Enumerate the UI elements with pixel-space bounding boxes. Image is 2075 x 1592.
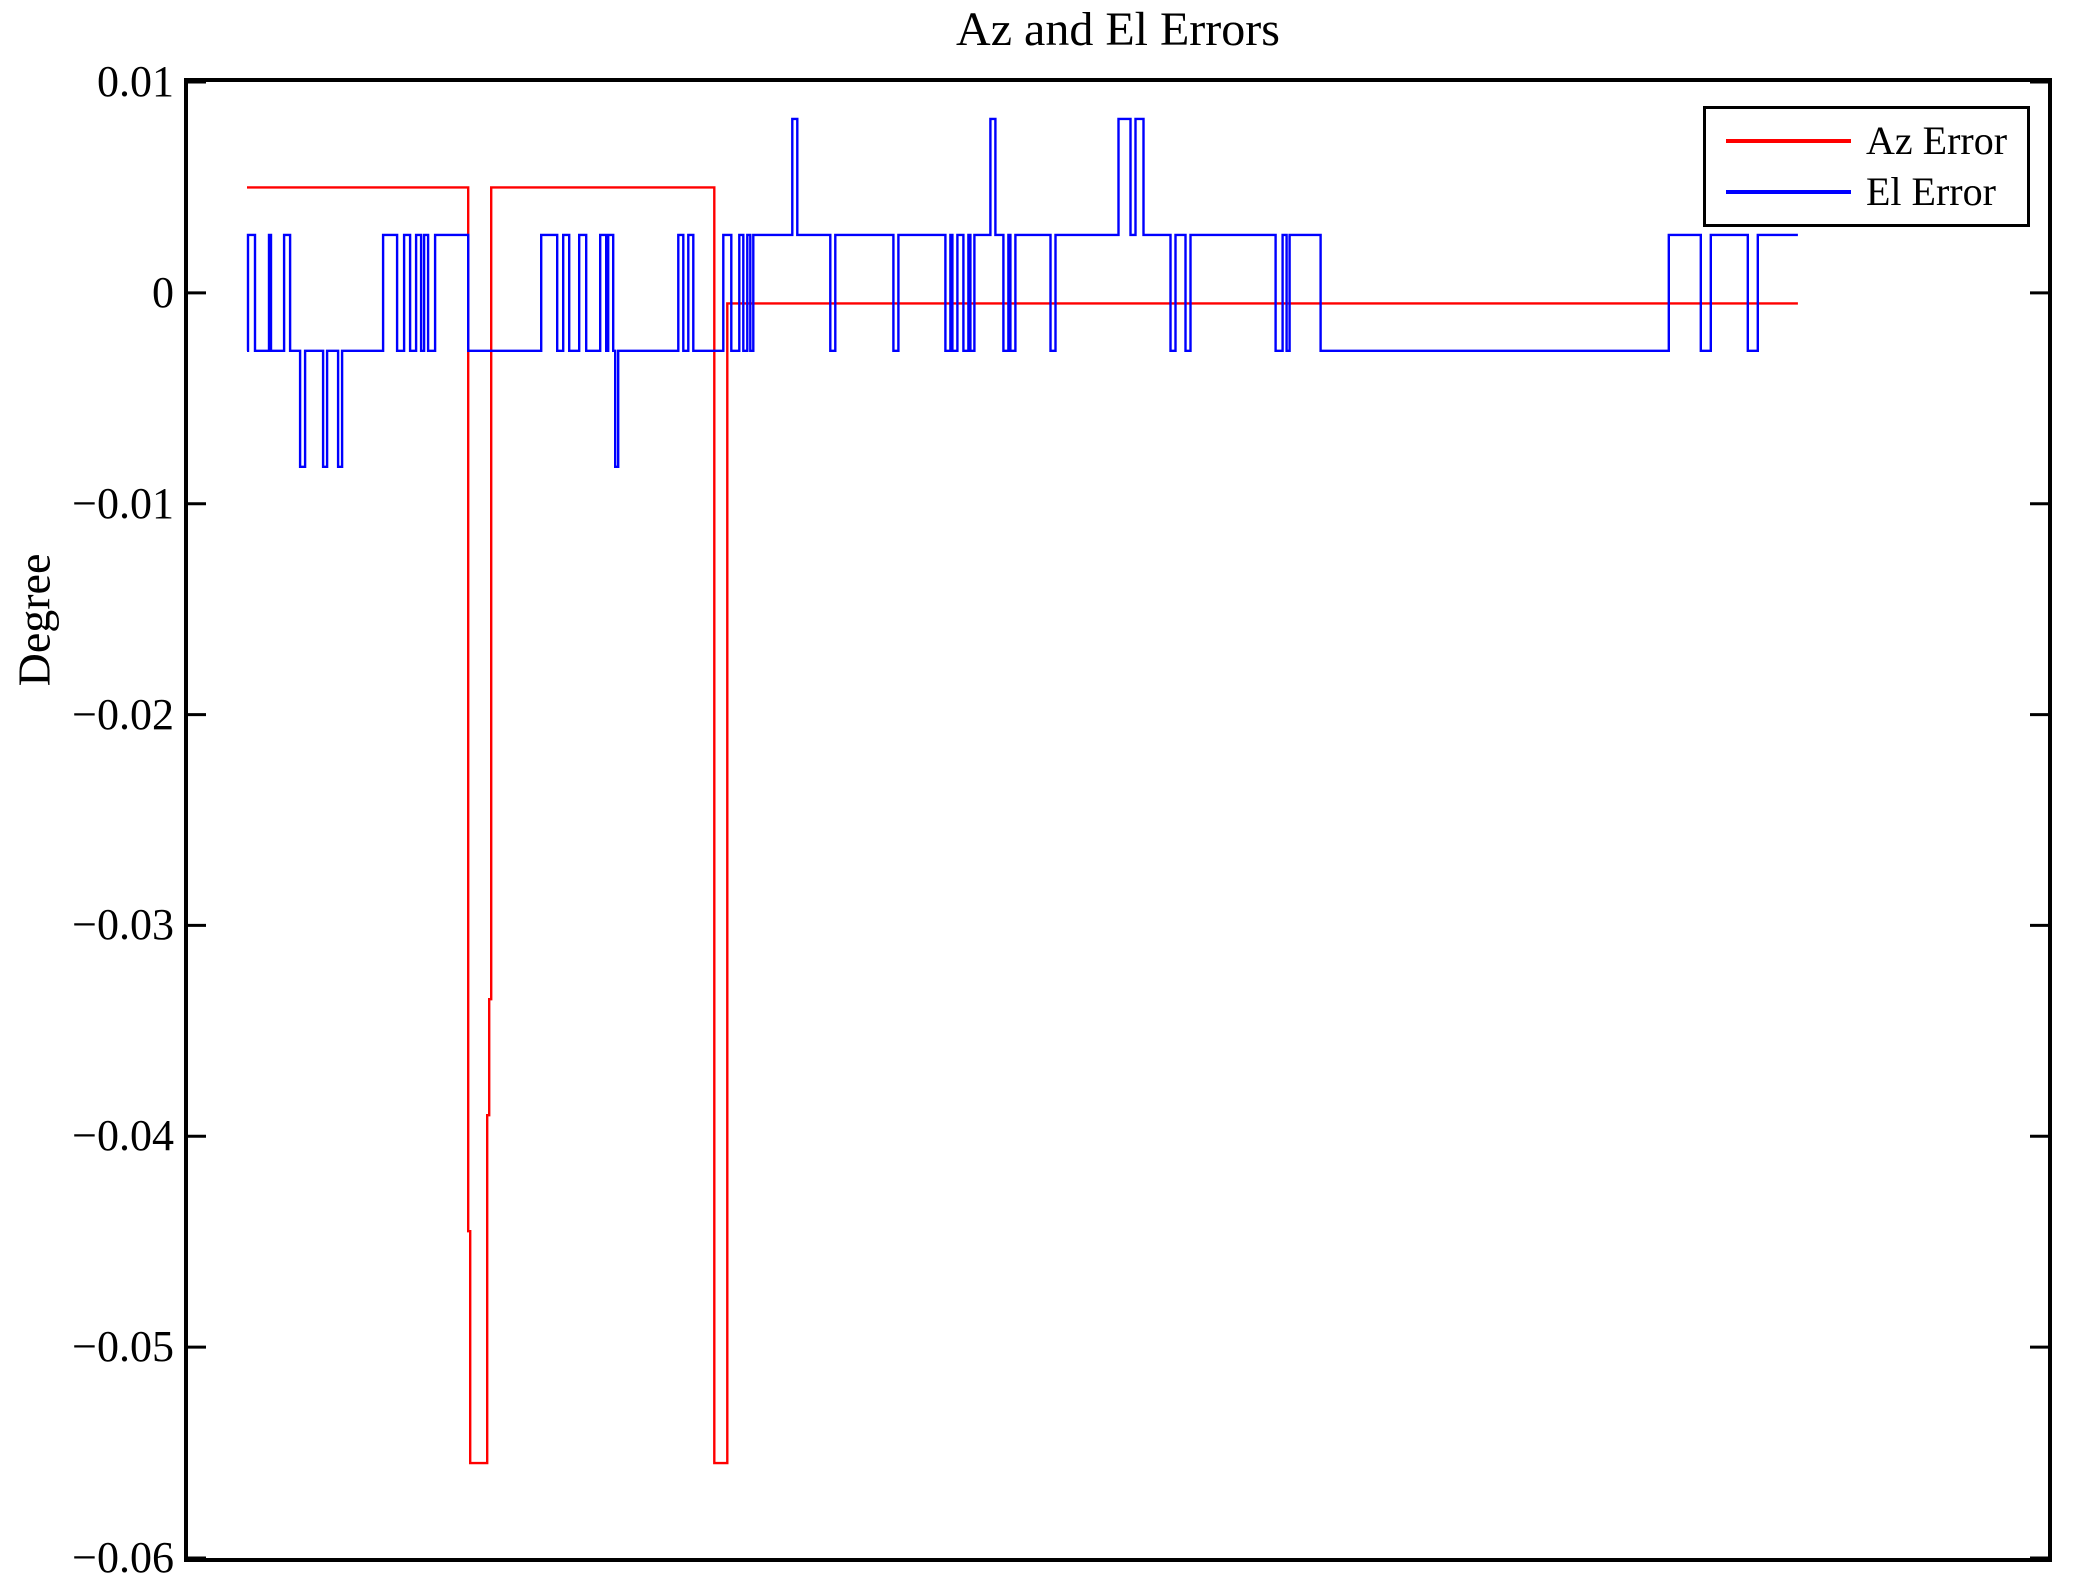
y-tick-label: −0.04: [72, 1111, 174, 1161]
az-error-line: [247, 186, 1798, 1465]
y-tick-label: −0.05: [72, 1322, 174, 1372]
data-series: [246, 117, 1798, 1465]
legend-entry-el: El Error: [1706, 170, 2027, 214]
el-error-line: [246, 117, 1798, 468]
legend-entry-az: Az Error: [1706, 117, 2027, 163]
legend: Az Error El Error: [1703, 106, 2030, 227]
y-tick-label: 0.01: [97, 57, 174, 106]
y-tick-label: −0.02: [72, 689, 174, 739]
legend-label-az: Az Error: [1866, 117, 2008, 163]
y-tick-label: 0: [152, 267, 174, 317]
y-axis-label: Degree: [8, 553, 60, 687]
y-tick-label: −0.01: [72, 478, 174, 528]
legend-label-el: El Error: [1866, 169, 1996, 215]
axis-border: [184, 78, 2052, 1562]
axis-ticks: [188, 80, 2048, 1560]
y-tick-label: −0.06: [72, 1533, 174, 1582]
y-tick-label: −0.03: [72, 900, 174, 950]
az-error-legend-line-swatch: [1726, 138, 1851, 143]
chart-title: Az and El Errors: [956, 3, 1280, 56]
el-error-legend-line-swatch: [1726, 190, 1851, 195]
